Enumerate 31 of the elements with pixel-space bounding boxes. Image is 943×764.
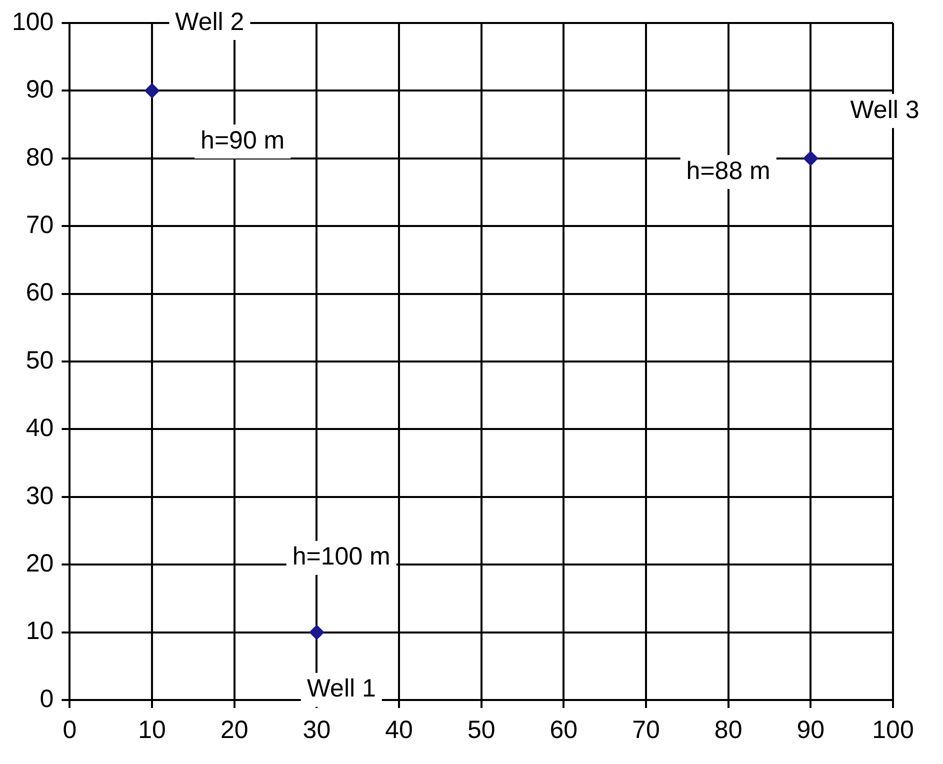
y-tick-label: 10 <box>26 617 54 646</box>
x-tick-label: 80 <box>714 716 742 744</box>
annotation: h=88 m <box>686 156 770 185</box>
x-tick-label: 70 <box>632 716 660 744</box>
x-tick-label: 10 <box>138 716 166 744</box>
y-tick-label: 90 <box>26 76 54 104</box>
y-tick-label: 50 <box>26 346 54 374</box>
annotation: h=90 m <box>200 126 285 154</box>
x-tick-label: 100 <box>872 716 914 744</box>
y-tick-label: 30 <box>26 482 54 510</box>
annotation: h=100 m <box>292 542 390 571</box>
y-tick-label: 0 <box>40 684 54 713</box>
y-tick-label: 60 <box>26 278 54 307</box>
x-tick-label: 50 <box>467 716 496 744</box>
x-tick-label: 30 <box>302 716 331 744</box>
y-tick-label: 100 <box>12 8 54 36</box>
annotation: Well 3 <box>850 96 920 124</box>
annotation: Well 1 <box>306 674 376 703</box>
x-tick-label: 90 <box>796 716 825 744</box>
x-tick-label: 0 <box>62 716 77 744</box>
x-tick-label: 60 <box>550 716 578 744</box>
point <box>803 150 818 166</box>
y-tick-label: 20 <box>26 549 54 578</box>
y-tick-label: 80 <box>26 143 54 172</box>
y-tick-label: 40 <box>26 414 54 442</box>
x-tick-label: 40 <box>385 716 413 744</box>
y-tick-label: 70 <box>26 210 54 239</box>
annotation: Well 2 <box>175 8 244 36</box>
x-tick-label: 20 <box>220 716 248 744</box>
point <box>309 624 324 640</box>
point <box>144 83 160 98</box>
